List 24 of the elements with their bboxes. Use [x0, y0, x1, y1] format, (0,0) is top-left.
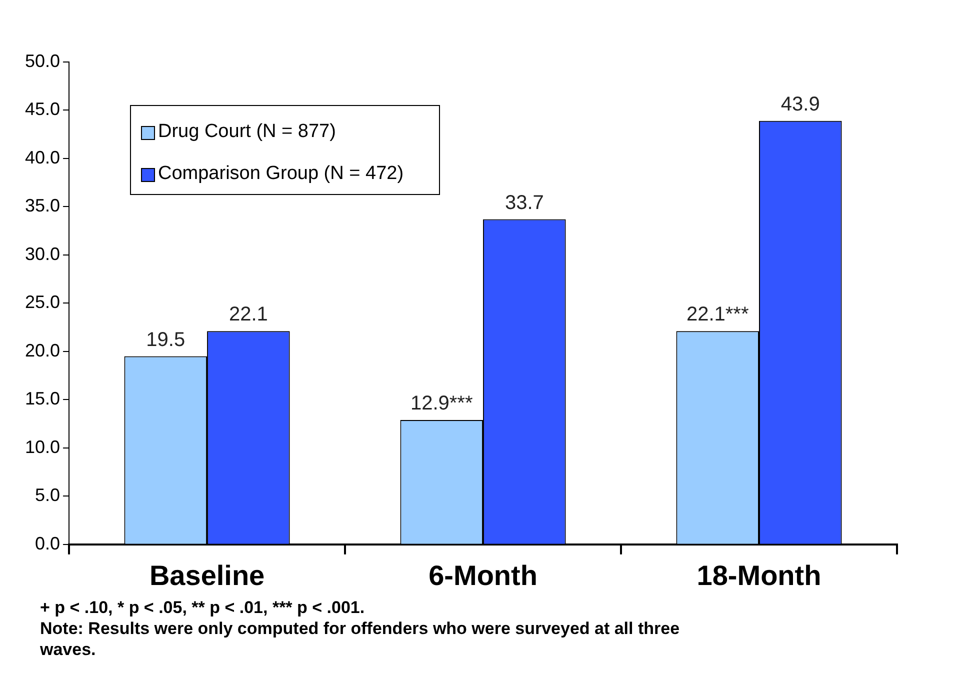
- data-label: 19.5: [146, 328, 186, 351]
- data-label: 22.1***: [686, 304, 749, 326]
- y-tick-label: 35.0: [24, 196, 60, 216]
- data-label: 22.1: [228, 304, 268, 326]
- y-tick-label: 30.0: [24, 244, 60, 264]
- y-tick-label: 50.0: [24, 50, 60, 71]
- x-tick-label: Baseline: [149, 560, 265, 591]
- y-tick-label: 15.0: [24, 388, 60, 409]
- y-tick-label: 45.0: [24, 99, 60, 120]
- legend-label: Comparison Group (N = 472): [158, 162, 404, 186]
- text: + p < .10, * p < .05, ** p < .01, *** p < .001.: [40, 597, 366, 618]
- y-tick-label: 5.0: [35, 485, 60, 506]
- text: Note: Results were only computed for offenders who were surveyed at all three waves.: [40, 618, 681, 660]
- y-tick-label: 25.0: [24, 292, 60, 312]
- data-label: 43.9: [780, 93, 820, 116]
- data-label: 33.7: [504, 192, 544, 214]
- x-tick-label: 6-Month: [428, 560, 538, 591]
- legend-label: Drug Court (N = 877): [158, 120, 336, 144]
- y-tick-label: 40.0: [24, 147, 60, 168]
- y-tick-label: 20.0: [24, 340, 60, 360]
- data-label: 12.9***: [410, 392, 473, 414]
- y-tick-label: 0.0: [35, 533, 60, 554]
- y-tick-label: 10.0: [24, 436, 60, 457]
- x-tick-label: 18-Month: [696, 560, 822, 591]
